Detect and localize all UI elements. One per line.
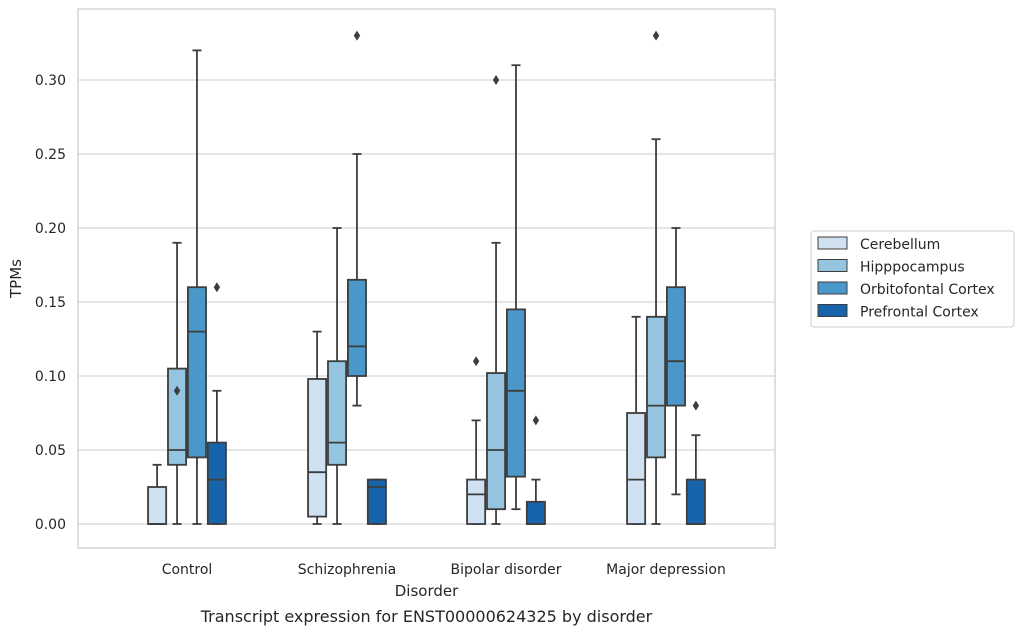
y-tick-label: 0.00 [35,517,66,533]
legend-label: Prefrontal Cortex [860,305,979,321]
box-prefrontal-cortex [685,400,706,525]
y-tick-label: 0.25 [35,147,66,163]
outlier-point [173,385,181,396]
x-tick-label: Schizophrenia [298,562,396,578]
legend-swatch [817,281,848,295]
iqr-box [646,315,666,459]
outlier-point [213,282,221,293]
box-hipppocampus [646,30,666,525]
iqr-box [147,486,168,525]
y-tick-label: 0.30 [35,73,66,89]
iqr-box [666,286,686,407]
x-tick-label: Bipolar disorder [450,562,561,578]
legend-swatch [817,304,848,317]
box-hipppocampus [327,227,348,525]
iqr-box [685,478,706,525]
legend-label: Cerebellum [860,237,940,253]
box-cerebellum [307,330,328,525]
box-cerebellum [466,356,487,525]
outlier-point [692,400,700,411]
iqr-box [505,308,526,478]
y-axis-label: TPMs [7,259,25,299]
box-cerebellum [147,463,168,525]
legend-label: Orbitofontal Cortex [860,282,995,298]
box-orbitofontal-cortex [505,64,526,511]
iqr-box [486,372,507,511]
x-tick-label: Major depression [606,562,726,578]
chart-caption: Transcript expression for ENST0000062432… [200,607,653,626]
y-tick-label: 0.10 [35,369,66,385]
box-cerebellum [626,315,647,525]
box-hipppocampus [167,241,188,525]
iqr-box [366,478,387,525]
y-tick-label: 0.20 [35,221,66,237]
iqr-box [466,478,487,525]
y-tick-labels: 0.00 0.05 0.10 0.15 0.20 0.25 0.30 [35,73,66,533]
iqr-box [327,360,348,466]
y-tick-label: 0.05 [35,443,66,459]
outlier-point [353,30,361,41]
iqr-box [307,378,328,518]
x-tick-labels: Control Schizophrenia Bipolar disorder Majo… [162,562,726,578]
box-prefrontal-cortex [366,478,387,525]
iqr-box [525,500,546,525]
outlier-point [652,30,660,41]
legend-label: Hipppocampus [860,260,965,276]
outlier-point [472,356,480,367]
box-prefrontal-cortex [206,282,227,525]
legend-swatch [817,236,848,250]
plot-frame [77,8,776,549]
box-hipppocampus [486,75,507,525]
x-axis-label: Disorder [395,582,459,600]
legend: Cerebellum Hipppocampus Orbitofontal Corte… [810,230,1015,328]
box-orbitofontal-cortex [186,49,207,525]
y-tick-label: 0.15 [35,295,66,311]
x-tick-label: Control [162,562,213,578]
iqr-box [186,286,207,459]
iqr-box [626,412,647,525]
box-orbitofontal-cortex [666,227,686,496]
outlier-point [492,75,500,85]
box-orbitofontal-cortex [346,30,367,407]
iqr-box [206,441,227,525]
box-prefrontal-cortex [525,415,546,525]
legend-swatch [817,259,848,272]
outlier-point [532,415,540,426]
legend-frame [810,230,1015,328]
iqr-box [167,367,188,466]
box-series [147,30,706,525]
iqr-box [346,278,367,377]
